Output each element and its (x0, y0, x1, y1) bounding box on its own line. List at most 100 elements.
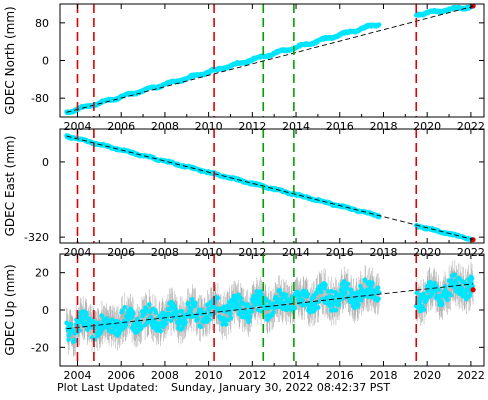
data-point (153, 310, 159, 315)
data-point (220, 322, 225, 327)
y-tick-label: 0 (42, 55, 49, 68)
data-point (376, 22, 382, 28)
data-point (205, 302, 210, 308)
data-point (160, 310, 166, 316)
data-point (237, 306, 243, 311)
data-point (333, 307, 339, 313)
data-point (210, 303, 216, 309)
data-point (198, 324, 204, 330)
panel-2: 2004 2006 2008 2010 2012 2014 2016 2018 2020 2022… (3, 128, 485, 259)
data-point (215, 295, 221, 301)
model-trend-line (66, 135, 474, 240)
data-point (228, 312, 233, 317)
data-point (311, 294, 317, 300)
data-point (414, 290, 420, 295)
data-point (236, 292, 241, 298)
data-point (452, 272, 458, 278)
data-point (370, 280, 375, 286)
y-tick-label: -320 (24, 231, 49, 244)
data-point (99, 313, 105, 318)
data-point (237, 309, 243, 315)
data-point (376, 290, 382, 295)
data-point (358, 283, 363, 289)
data-point (375, 285, 381, 291)
data-point (238, 295, 244, 301)
data-point (160, 324, 166, 329)
data-points (64, 133, 382, 220)
x-tick-label: 2020 (413, 369, 441, 382)
x-tick-label: 2006 (107, 369, 135, 382)
data-point (322, 286, 327, 291)
data-point (146, 302, 152, 307)
x-tick-label: 2016 (326, 246, 354, 259)
x-tick-label: 2004 (63, 120, 91, 133)
data-point (376, 296, 381, 302)
x-tick-label: 2010 (195, 369, 223, 382)
x-tick-label: 2014 (282, 120, 310, 133)
data-point (342, 290, 348, 296)
data-point (168, 318, 174, 323)
data-point (270, 301, 276, 307)
data-point (247, 314, 253, 320)
data-points (64, 22, 382, 116)
data-point (345, 281, 351, 287)
data-point (277, 287, 283, 293)
data-point (442, 284, 448, 289)
data-point (251, 293, 257, 299)
data-point (345, 286, 350, 292)
data-point (249, 309, 254, 314)
x-tick-label: 2022 (457, 120, 485, 133)
data-point (259, 292, 264, 297)
x-tick-label: 2004 (63, 369, 91, 382)
data-point (359, 298, 364, 303)
data-point (185, 301, 191, 306)
data-point (325, 289, 331, 294)
data-point (336, 302, 342, 308)
data-point (331, 295, 336, 301)
data-point (278, 296, 284, 302)
data-point (246, 319, 251, 325)
plot-area (64, 254, 476, 366)
data-point (163, 321, 169, 326)
x-tick-label: 2004 (63, 246, 91, 259)
data-point (119, 308, 125, 314)
data-point (440, 302, 445, 308)
data-point (84, 315, 90, 321)
data-point (314, 291, 319, 296)
y-tick-label: -80 (31, 92, 49, 105)
data-point (421, 307, 427, 312)
data-point (91, 320, 96, 325)
x-tick-label: 2006 (107, 120, 135, 133)
x-tick-label: 2006 (107, 246, 135, 259)
y-tick-label: -20 (31, 341, 49, 354)
y-axis-label: GDEC North (mm) (3, 6, 17, 114)
data-point (158, 328, 163, 334)
data-point (305, 291, 311, 297)
data-point (183, 320, 188, 325)
data-point (266, 299, 272, 305)
data-point (339, 282, 344, 287)
y-tick-label: 80 (35, 17, 49, 30)
data-point (258, 308, 264, 314)
data-point (292, 305, 298, 311)
data-point (193, 300, 198, 306)
data-point (300, 298, 305, 303)
data-point (228, 315, 234, 321)
data-point (245, 302, 250, 307)
data-point (271, 310, 276, 315)
data-point (104, 316, 109, 321)
data-point (315, 305, 321, 310)
x-tick-label: 2018 (369, 120, 397, 133)
model-trend-line (66, 283, 474, 330)
data-point (316, 299, 322, 304)
x-tick-label: 2016 (326, 120, 354, 133)
plot-area (64, 129, 476, 243)
data-point (207, 317, 212, 322)
x-tick-label: 2020 (413, 120, 441, 133)
x-tick-label: 2022 (457, 369, 485, 382)
panel-frame (59, 128, 485, 244)
y-tick-label: 0 (42, 156, 49, 169)
x-tick-label: 2022 (457, 246, 485, 259)
data-point (188, 310, 194, 316)
data-point (198, 307, 204, 313)
